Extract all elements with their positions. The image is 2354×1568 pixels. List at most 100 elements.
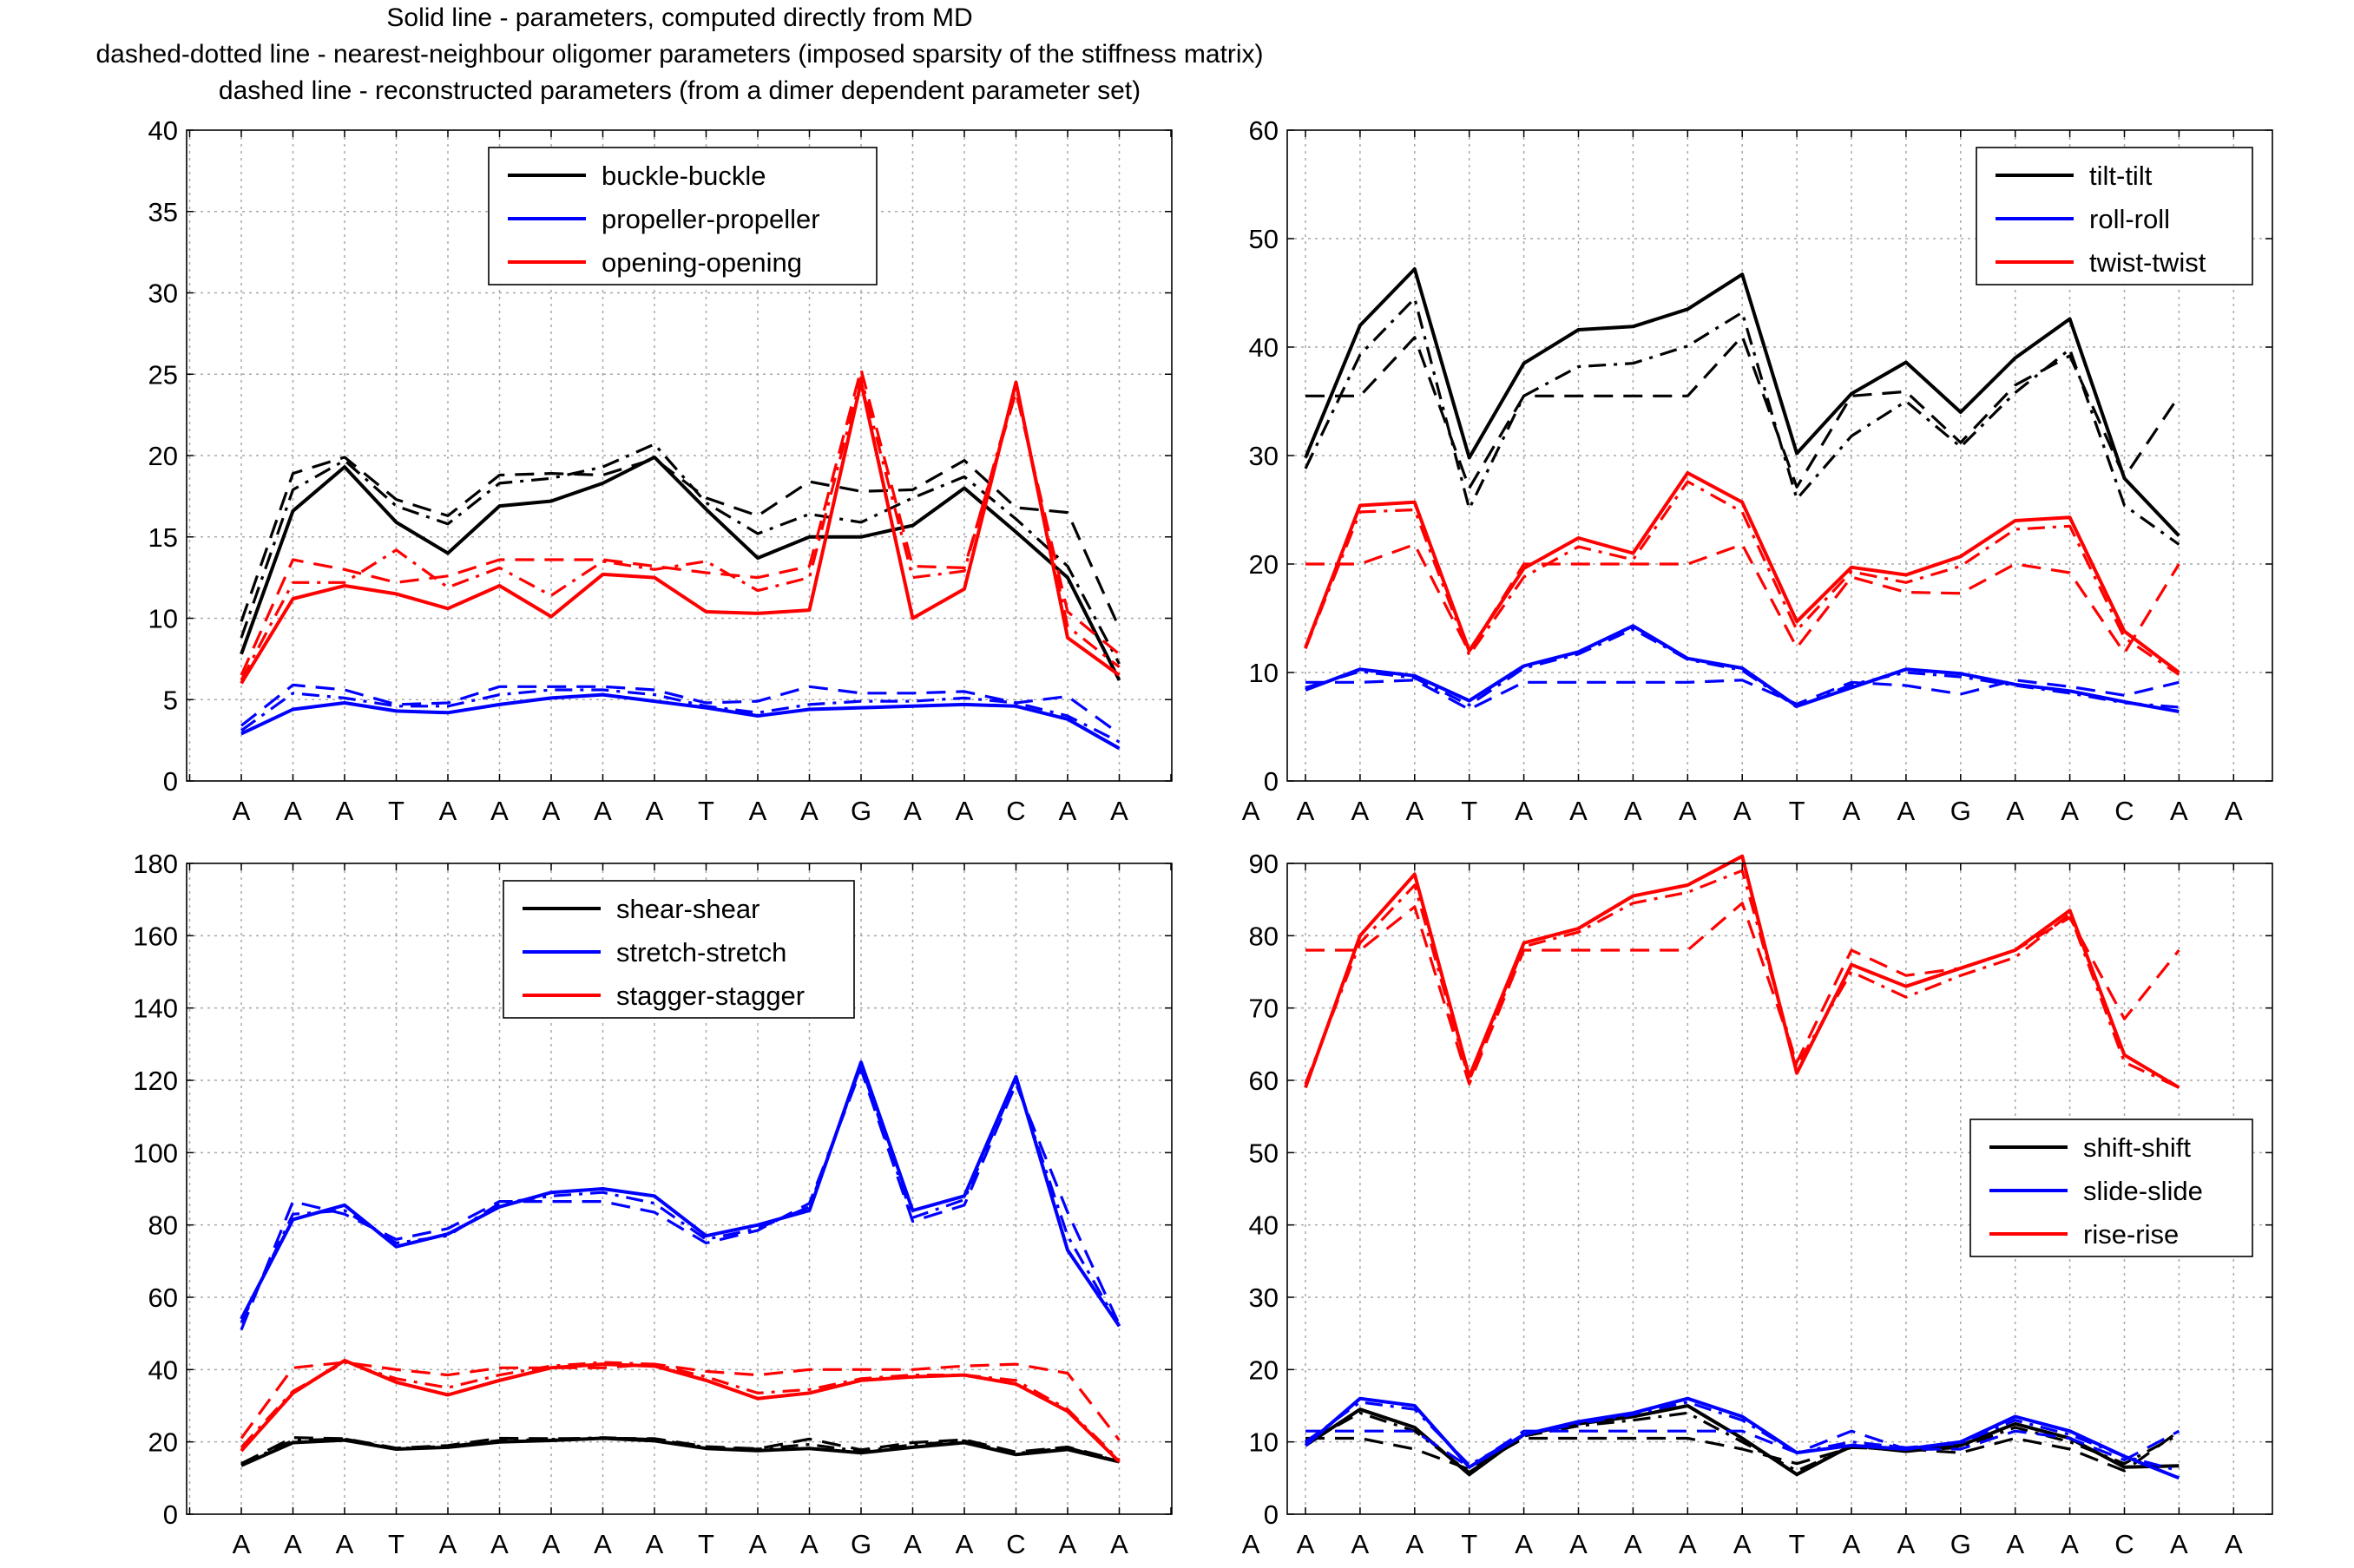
x-tick-label: A [1733,1529,1752,1559]
y-tick-label: 0 [163,766,178,797]
x-tick-label: A [646,1529,664,1559]
series-line-shear-shear-dashed [240,1436,1120,1466]
x-tick-label: A [336,796,354,826]
x-tick-label: T [1789,796,1805,826]
series-line-slide-slide-solid [1304,1396,2180,1480]
x-tick-label: T [1789,1529,1805,1559]
x-tick-label: A [439,796,457,826]
x-tick-label: T [388,1529,404,1559]
y-tick-label: 40 [148,1355,178,1385]
panel-bottom-left-chart: 0 20 40 60 80 100 120 140 160 180 A A A T A A A A A T A A G A A C… [133,849,1173,1559]
series-line-roll-roll-dashdot [1305,627,2180,709]
x-tick-label: A [284,796,302,826]
x-tick-label: A [336,1529,354,1559]
x-tick-label: A [1843,796,1861,826]
series-line-slide-slide-dashdot [1305,1401,2180,1473]
series-line-stretch-stretch-dashdot [240,1064,1121,1328]
axes-frame [186,863,1173,1515]
x-tick-label: A [542,796,561,826]
y-tick-label: 80 [1249,921,1279,951]
x-tick-label: A [1242,796,1260,826]
panel-top-right-chart: 0 10 20 30 40 50 60 A A A A T A A A A A T A A G A A C A Atilt-til… [1242,115,2273,826]
x-tick-label: A [904,796,922,826]
x-tick-label: A [1297,796,1315,826]
series-line-twist-twist-dashed [1305,542,2180,655]
x-tick-label: A [956,796,974,826]
y-tick-label: 25 [148,359,178,390]
legend: shift-shift slide-slide rise-rise [1969,1119,2253,1257]
x-tick-label: A [1897,796,1916,826]
y-tick-label: 120 [133,1066,178,1096]
x-tick-label: A [542,1529,561,1559]
x-tick-label: A [1059,1529,1077,1559]
legend-label-roll-roll: roll-roll [2089,204,2170,234]
y-tick-label: 10 [148,604,178,634]
x-tick-label: A [1569,1529,1588,1559]
legend-label-stretch-stretch: stretch-stretch [616,937,786,968]
x-tick-label: A [1059,796,1077,826]
legend-label-propeller-propeller: propeller-propeller [602,204,820,234]
series-line-tilt-tilt-solid [1304,267,2180,537]
panel-bottom-right-chart: 0 10 20 30 40 50 60 70 80 90 A A A A T A A A A A T A A G A A C A Ash… [1242,849,2273,1559]
x-tick-label: A [1515,1529,1533,1559]
y-tick-label: 0 [1264,766,1279,797]
x-tick-label: A [1624,796,1642,826]
legend-label-slide-slide: slide-slide [2083,1176,2203,1206]
x-tick-label: T [698,796,714,826]
x-tick-label: A [594,796,612,826]
series-line-roll-roll-dashed [1305,679,2180,712]
x-tick-label: A [284,1529,302,1559]
x-tick-label: A [956,1529,974,1559]
series-line-opening-opening-solid [240,380,1121,685]
x-tick-label: A [594,1529,612,1559]
y-tick-label: 40 [1249,1210,1279,1241]
x-tick-label: A [1679,796,1697,826]
x-tick-label: A [1405,1529,1424,1559]
y-tick-label: 40 [1249,332,1279,363]
y-tick-label: 0 [163,1499,178,1530]
legend-label-stagger-stagger: stagger-stagger [616,981,805,1011]
y-tick-label: 15 [148,522,178,553]
y-tick-label: 10 [1249,1427,1279,1458]
x-tick-label: A [1351,796,1370,826]
x-tick-label: T [388,796,404,826]
series-line-roll-roll-solid [1305,624,2180,713]
x-tick-label: T [1461,796,1477,826]
series-line-tilt-tilt-dashed [1305,334,2180,490]
x-tick-label: C [1006,1529,1025,1559]
x-tick-label: A [1897,1529,1916,1559]
x-tick-label: G [1950,796,1971,826]
series-line-propeller-propeller-solid [240,692,1121,751]
y-tick-label: 50 [1249,1138,1279,1168]
x-tick-label: A [2170,796,2188,826]
y-tick-label: 70 [1249,994,1279,1024]
axes-frame [1286,863,2273,1515]
y-tick-label: 20 [1249,1355,1279,1385]
y-tick-label: 60 [1249,115,1279,146]
legend-label-tilt-tilt: tilt-tilt [2089,161,2153,191]
x-tick-label: C [2114,1529,2134,1559]
x-tick-label: A [800,796,819,826]
x-tick-label: G [851,1529,871,1559]
series-line-shift-shift-dashed [1305,1429,2180,1473]
series-line-rise-rise-dashdot [1304,869,2180,1089]
series-line-twist-twist-dashdot [1304,480,2180,676]
x-tick-label: G [851,796,871,826]
series-line-buckle-buckle-dashed [240,456,1121,629]
title-line-dashed: dashed line - reconstructed parameters (… [219,76,1141,105]
x-tick-label: A [1733,796,1752,826]
y-tick-label: 50 [1249,224,1279,254]
x-tick-label: T [698,1529,714,1559]
x-tick-label: A [2006,1529,2024,1559]
x-tick-label: A [904,1529,922,1559]
x-tick-label: A [1405,796,1424,826]
x-tick-label: A [2061,1529,2079,1559]
series-line-buckle-buckle-solid [240,455,1121,681]
y-tick-label: 160 [133,921,178,951]
series-line-opening-opening-dashed [240,368,1121,676]
x-tick-label: A [2170,1529,2188,1559]
y-tick-label: 30 [148,279,178,309]
series-line-stagger-stagger-dashdot [240,1361,1121,1461]
x-tick-label: A [490,1529,509,1559]
series-line-propeller-propeller-dashed [240,683,1121,735]
